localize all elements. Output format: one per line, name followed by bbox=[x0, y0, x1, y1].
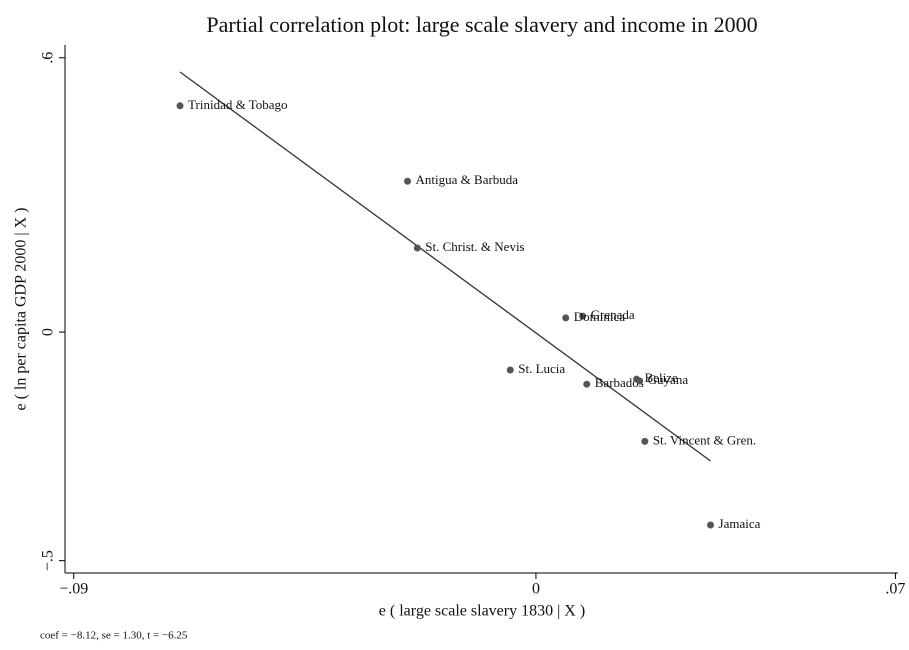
chart-title: Partial correlation plot: large scale sl… bbox=[206, 12, 757, 37]
footnote: coef = −8.12, se = 1.30, t = −6.25 bbox=[40, 630, 188, 642]
point bbox=[562, 314, 570, 322]
point-label: Belize bbox=[645, 370, 678, 385]
point bbox=[636, 377, 644, 385]
point-label: Grenada bbox=[591, 307, 635, 322]
y-axis-title: e ( ln per capita GDP 2000 | X ) bbox=[13, 208, 30, 411]
point bbox=[579, 312, 587, 320]
y-tick-label: 0 bbox=[40, 328, 57, 336]
point-label: Trinidad & Tobago bbox=[188, 97, 287, 112]
point-label: St. Lucia bbox=[518, 361, 565, 376]
fit-line bbox=[179, 71, 711, 462]
point bbox=[583, 380, 591, 388]
point-label: Guyana bbox=[648, 372, 689, 387]
x-tick-label: 0 bbox=[532, 581, 540, 598]
point-label: St. Christ. & Nevis bbox=[425, 239, 524, 254]
point bbox=[506, 366, 514, 374]
y-tick-label: .6 bbox=[40, 52, 57, 64]
point-label: Barbados bbox=[595, 375, 644, 390]
x-tick-label: −.09 bbox=[59, 581, 88, 598]
x-tick-label: .07 bbox=[885, 581, 905, 598]
point bbox=[413, 244, 421, 252]
point bbox=[641, 437, 649, 445]
y-tick-label: −.5 bbox=[40, 550, 57, 571]
point bbox=[176, 102, 184, 110]
point bbox=[404, 177, 412, 185]
x-axis-title: e ( large scale slavery 1830 | X ) bbox=[379, 603, 585, 620]
point-label: Jamaica bbox=[719, 516, 761, 531]
point-label: Dominica bbox=[574, 309, 625, 324]
point-label: St. Vincent & Gren. bbox=[653, 432, 756, 447]
point bbox=[707, 521, 715, 529]
point-label: Antigua & Barbuda bbox=[416, 172, 519, 187]
